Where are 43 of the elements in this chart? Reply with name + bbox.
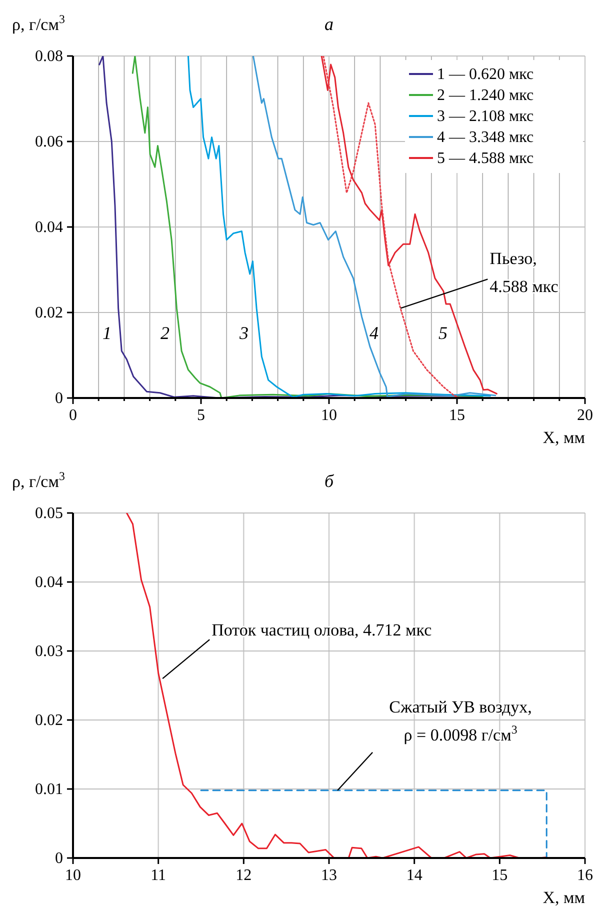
y-tick-label: 0.02 (35, 712, 63, 729)
y-tick-label: 0.01 (35, 781, 63, 798)
x-tick-label: 10 (65, 867, 81, 884)
annotation: 3 (238, 323, 248, 343)
legend-label: 5 — 4.588 мкс (437, 150, 534, 167)
y-axis-title: ρ, г/см$^{3}$ (12, 12, 65, 34)
annotation: Сжатый УВ воздух, ρ = 0.0098 г/см$^{3}$ (389, 697, 532, 744)
x-tick-label: 20 (577, 407, 593, 424)
x-axis-title: X, мм (542, 888, 586, 907)
y-tick-label: 0.06 (35, 134, 63, 150)
legend-label: 1 — 0.620 мкс (437, 66, 534, 83)
annotation: 1 (102, 323, 112, 343)
x-tick-label: 10 (321, 407, 337, 424)
y-tick-label: 0.04 (35, 219, 63, 236)
chart-title: а (324, 14, 334, 34)
x-tick-label: 5 (197, 407, 205, 424)
annotation: 4 (370, 323, 378, 343)
chart-title: б (324, 471, 334, 491)
annotation: 2 (160, 323, 170, 343)
y-tick-label: 0.02 (35, 304, 63, 322)
y-axis-title: ρ, г/см$^{3}$ (12, 469, 65, 491)
x-tick-label: 13 (321, 867, 337, 884)
x-tick-label: 12 (236, 867, 252, 884)
legend-label: 3 — 2.108 мкс (437, 108, 534, 125)
x-tick-label: 0 (69, 407, 77, 424)
line-series (126, 513, 546, 858)
x-tick-label: 16 (577, 867, 593, 884)
y-tick-label: 0 (55, 850, 63, 867)
annotation: Поток частиц олова, 4.712 мкс (212, 620, 432, 640)
y-tick-label: 0 (55, 390, 63, 407)
y-tick-label: 0.05 (35, 505, 63, 522)
x-axis-title: X, мм (542, 428, 586, 447)
annotation: Пьезо, 4.588 мкс (490, 249, 559, 296)
x-tick-label: 14 (406, 867, 422, 884)
y-tick-label: 0.04 (35, 574, 63, 591)
x-tick-label: 15 (449, 407, 465, 424)
y-tick-label: 0.08 (35, 48, 63, 65)
y-tick-label: 0.03 (35, 643, 63, 660)
legend-label: 4 — 3.348 мкс (437, 129, 534, 146)
legend-label: 2 — 1.240 мкс (437, 87, 534, 104)
annotation: 5 (438, 323, 448, 343)
x-tick-label: 15 (492, 867, 508, 884)
x-tick-label: 11 (150, 867, 166, 884)
